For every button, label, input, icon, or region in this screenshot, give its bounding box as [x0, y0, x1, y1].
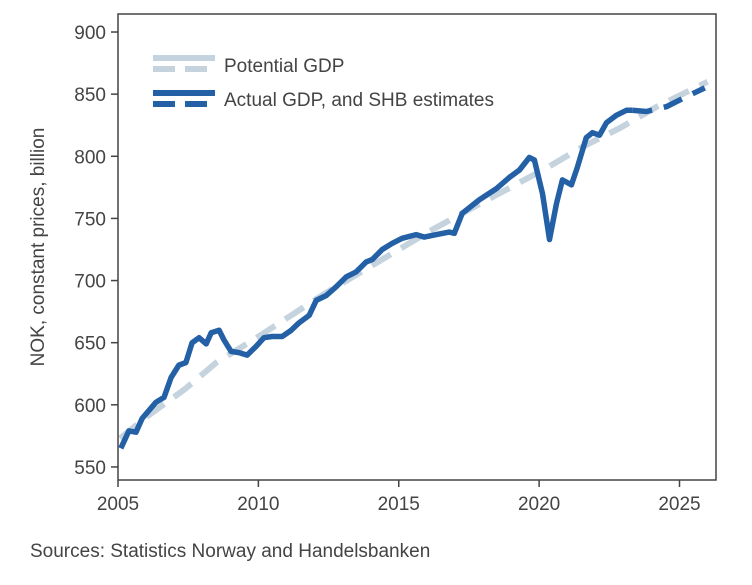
plot-frame — [117, 13, 717, 481]
legend-label-actual: Actual GDP, and SHB estimates — [224, 90, 494, 111]
y-tick-label: 550 — [74, 458, 106, 479]
y-axis-label: NOK, constant prices, billion — [28, 128, 49, 367]
legend-label-potential: Potential GDP — [224, 56, 344, 77]
y-tick-label: 800 — [74, 147, 106, 168]
y-tick-label: 700 — [74, 272, 106, 293]
source-note: Sources: Statistics Norway and Handelsba… — [30, 541, 431, 562]
series-actual-gdp — [118, 107, 633, 450]
y-tick-label: 850 — [74, 85, 106, 106]
y-tick-label: 600 — [74, 396, 106, 417]
x-tick-label: 2010 — [237, 494, 279, 515]
legend: Potential GDP Actual GDP, and SHB estima… — [153, 55, 494, 111]
x-tick-label: 2020 — [518, 494, 560, 515]
y-tick-label: 900 — [74, 23, 106, 44]
series-shb-estimates — [632, 85, 706, 115]
y-tick-label: 750 — [74, 209, 106, 230]
series-potential-gdp — [118, 79, 709, 441]
x-tick-label: 2005 — [97, 494, 139, 515]
y-tick-label: 650 — [74, 334, 106, 355]
x-tick-label: 2025 — [658, 494, 700, 515]
x-tick-label: 2015 — [378, 494, 420, 515]
